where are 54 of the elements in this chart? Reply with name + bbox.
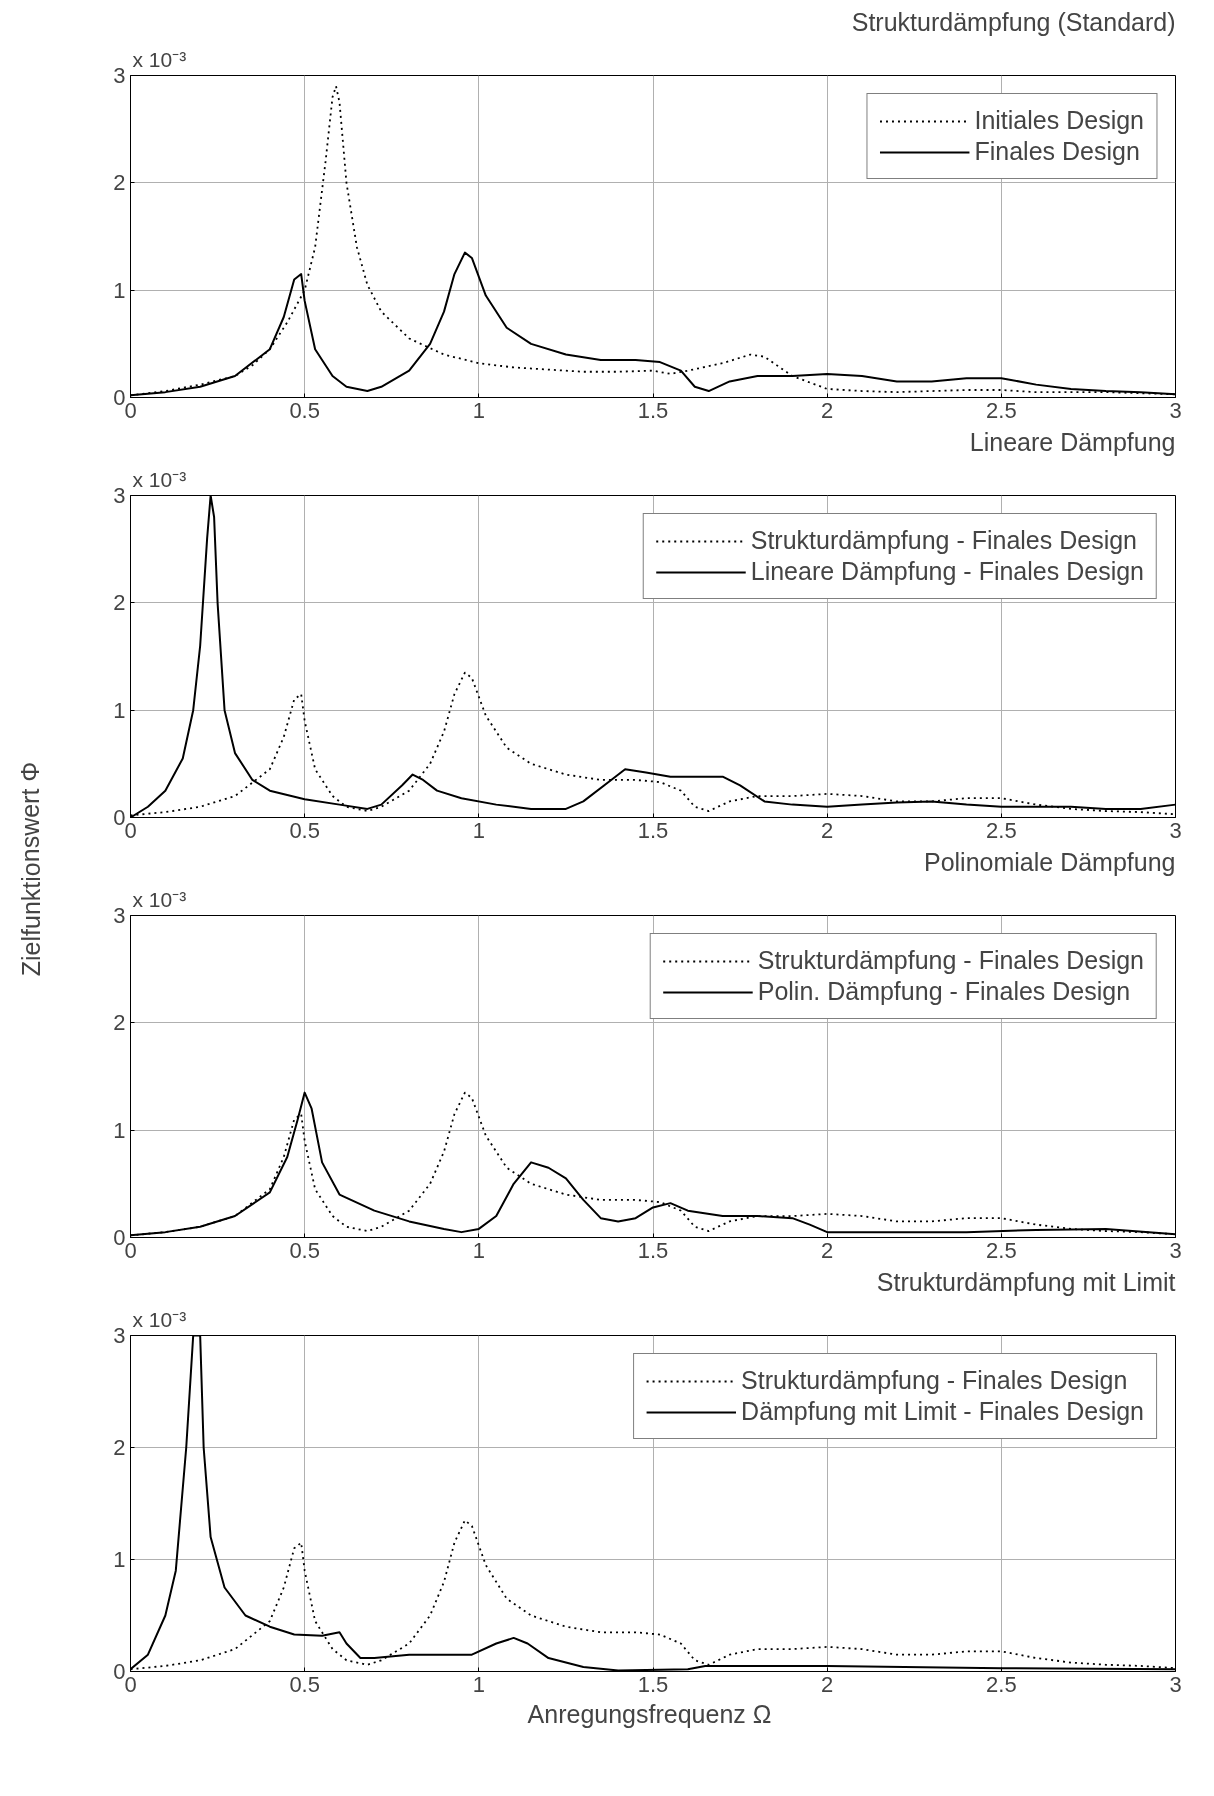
x-tick-label: 2 [821, 817, 834, 843]
x-tick-label: 2 [821, 397, 834, 423]
x-tick-label: 1.5 [637, 397, 669, 423]
x-tick-label: 0.5 [289, 1671, 320, 1697]
x-tick-label: 2.5 [986, 1237, 1017, 1263]
x-tick-label: 3 [1169, 397, 1182, 423]
x-axis-title: Anregungsfrequenz Ω [527, 1699, 772, 1728]
chart-title: Lineare Dämpfung [969, 427, 1176, 456]
chart-title: Polinomiale Dämpfung [923, 847, 1176, 876]
y-tick-label: 2 [113, 1435, 126, 1460]
text: x 10⁻³ [132, 1307, 187, 1331]
chart-title: Strukturdämpfung mit Limit [876, 1267, 1176, 1296]
x-tick-label: 1.5 [637, 1671, 669, 1697]
legend-label: Lineare Dämpfung - Finales Design [750, 557, 1144, 586]
x-tick-label: 1 [472, 817, 485, 843]
legend-label: Strukturdämpfung - Finales Design [750, 526, 1138, 555]
legend-label: Dämpfung mit Limit - Finales Design [741, 1397, 1144, 1426]
x-tick-label: 3 [1169, 817, 1182, 843]
text: x 10⁻³ [132, 47, 187, 71]
y-tick-label: 3 [113, 63, 126, 88]
legend-label: Strukturdämpfung - Finales Design [757, 946, 1144, 975]
y-tick-label: 2 [113, 590, 126, 616]
y-tick-label: 3 [113, 903, 126, 928]
x-tick-label: 2.5 [986, 817, 1017, 843]
y-tick-label: 1 [113, 697, 126, 723]
legend-label: Finales Design [974, 137, 1140, 166]
text: x 10⁻³ [132, 887, 187, 911]
x-tick-label: 1 [472, 1237, 485, 1263]
x-tick-label: 3 [1169, 1671, 1182, 1697]
y-tick-label: 1 [113, 1547, 126, 1572]
x-tick-label: 1.5 [637, 817, 669, 843]
x-tick-label: 2 [821, 1671, 834, 1697]
x-tick-label: 0.5 [289, 817, 320, 843]
x-tick-label: 2.5 [986, 1671, 1017, 1697]
x-tick-label: 1.5 [637, 1237, 669, 1263]
y-tick-label: 1 [113, 1117, 126, 1143]
legend-label: Initiales Design [974, 106, 1144, 135]
y-tick-label: 3 [113, 483, 126, 508]
chart-title: Strukturdämpfung (Standard) [851, 7, 1176, 36]
y-tick-label: 2 [113, 1010, 126, 1036]
x-tick-label: 2 [821, 1237, 834, 1263]
y-tick-label: 3 [113, 1323, 126, 1348]
x-tick-label: 1 [472, 1671, 485, 1697]
legend-label: Strukturdämpfung - Finales Design [741, 1366, 1128, 1395]
text: x 10⁻³ [132, 467, 187, 491]
x-tick-label: 2.5 [986, 397, 1017, 423]
y-axis-title: Zielfunktionswert Φ [16, 761, 45, 977]
x-tick-label: 0.5 [289, 1237, 320, 1263]
y-tick-label: 1 [113, 277, 126, 303]
x-tick-label: 0.5 [289, 397, 320, 423]
x-tick-label: 3 [1169, 1237, 1182, 1263]
legend-label: Polin. Dämpfung - Finales Design [757, 977, 1131, 1006]
y-tick-label: 2 [113, 170, 126, 196]
x-tick-label: 1 [472, 397, 485, 423]
